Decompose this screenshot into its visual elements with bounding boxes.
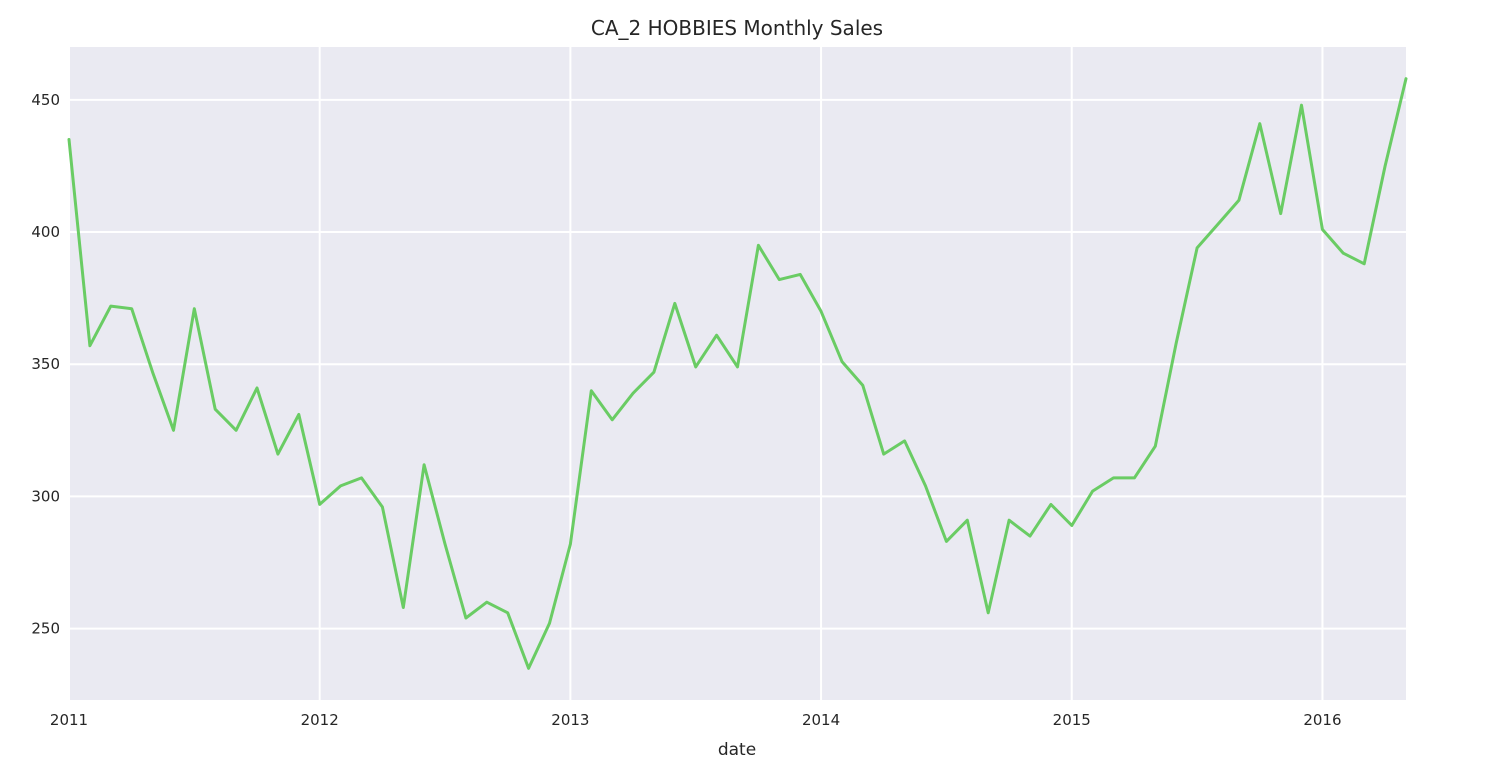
- data-point: [736, 365, 739, 369]
- y-axis-ticks: 250 300 350 400 450: [31, 91, 60, 638]
- data-point: [234, 429, 238, 432]
- data-point: [1195, 246, 1199, 250]
- data-point: [966, 519, 969, 522]
- data-point: [1133, 476, 1136, 480]
- y-tick-label: 400: [31, 223, 60, 241]
- data-point: [297, 413, 300, 416]
- data-point: [1049, 503, 1053, 506]
- data-point: [694, 365, 697, 369]
- data-point: [485, 601, 488, 604]
- x-tick-label: 2016: [1303, 711, 1341, 729]
- chart-title: CA_2 HOBBIES Monthly Sales: [591, 16, 883, 40]
- data-point: [1007, 519, 1011, 522]
- data-point: [255, 386, 259, 390]
- y-tick-label: 250: [31, 620, 60, 638]
- data-point: [903, 439, 906, 443]
- data-point: [360, 476, 363, 480]
- data-point: [1363, 262, 1366, 265]
- data-point: [590, 389, 593, 392]
- series-group: [67, 77, 1408, 670]
- data-point: [151, 371, 154, 374]
- data-point: [548, 622, 551, 625]
- data-point: [673, 302, 676, 305]
- data-point: [339, 484, 342, 488]
- data-point: [1028, 534, 1032, 538]
- data-point: [1279, 212, 1282, 215]
- data-point: [422, 463, 426, 466]
- x-axis-ticks: 2011 2012 2013 2014 2015 2016: [50, 711, 1342, 729]
- data-point: [443, 542, 447, 546]
- data-point: [1404, 77, 1408, 80]
- x-tick-label: 2015: [1053, 711, 1091, 729]
- data-point: [276, 452, 280, 456]
- x-tick-label: 2014: [802, 711, 840, 729]
- data-point: [506, 611, 509, 614]
- data-point: [193, 307, 196, 310]
- data-point: [1383, 164, 1387, 168]
- data-point: [569, 542, 572, 546]
- data-point: [109, 304, 113, 308]
- data-point: [1091, 489, 1094, 493]
- data-point: [1154, 445, 1157, 448]
- data-point: [1342, 252, 1345, 255]
- data-point: [945, 540, 948, 543]
- y-tick-label: 450: [31, 91, 60, 109]
- y-tick-label: 300: [31, 487, 60, 505]
- data-point: [611, 418, 614, 421]
- data-point: [1237, 199, 1241, 202]
- x-tick-label: 2013: [551, 711, 589, 729]
- data-point: [1216, 222, 1220, 226]
- plot-area: [69, 47, 1406, 700]
- data-point: [1175, 341, 1178, 345]
- data-point: [1258, 122, 1262, 125]
- data-point: [130, 307, 133, 310]
- data-point: [172, 429, 175, 432]
- data-point: [757, 244, 760, 247]
- data-point: [464, 616, 468, 620]
- data-point: [778, 278, 781, 281]
- x-tick-label: 2011: [50, 711, 88, 729]
- data-point: [1112, 476, 1115, 480]
- gridlines: [68, 47, 1406, 700]
- data-point: [1300, 104, 1303, 107]
- data-point: [318, 503, 321, 506]
- data-point: [1321, 228, 1324, 231]
- y-tick-label: 350: [31, 355, 60, 373]
- data-point: [819, 310, 823, 313]
- data-point: [631, 392, 635, 395]
- data-point: [861, 384, 864, 387]
- data-point: [527, 667, 530, 670]
- data-point: [88, 344, 92, 347]
- data-point: [652, 371, 656, 374]
- data-point: [799, 273, 802, 276]
- data-point: [402, 606, 405, 609]
- data-point: [381, 505, 384, 509]
- data-point: [1070, 524, 1074, 527]
- data-point: [67, 138, 71, 141]
- data-point: [987, 611, 990, 614]
- data-point: [214, 408, 217, 411]
- data-point: [715, 334, 718, 337]
- data-point: [882, 452, 885, 456]
- data-point: [840, 360, 844, 363]
- x-tick-label: 2012: [301, 711, 339, 729]
- x-axis-label: date: [718, 740, 756, 760]
- data-point: [924, 484, 927, 488]
